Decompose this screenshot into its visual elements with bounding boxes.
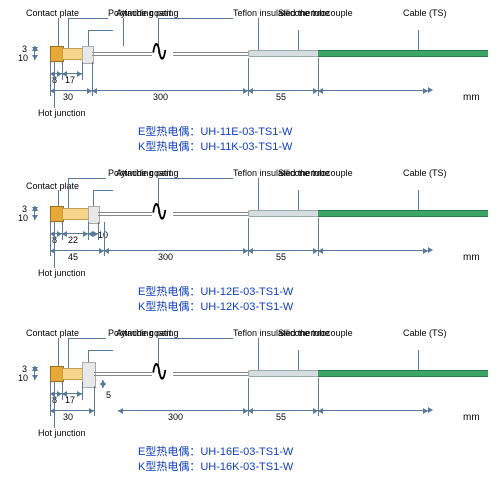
model-e: E型热电偶：UH-16E-03-TS1-W xyxy=(138,443,293,459)
label-silicone: Silicone tube xyxy=(278,8,330,18)
label-silicone: Silicone tube xyxy=(278,168,330,178)
label-silicone: Silicone tube xyxy=(278,328,330,338)
dim-55: 55 xyxy=(276,412,286,422)
polyimide-coating xyxy=(62,368,84,380)
label-hot-junction: Hot junction xyxy=(38,108,86,118)
label-hot-junction: Hot junction xyxy=(38,268,86,278)
dim-10: 10 xyxy=(18,373,28,383)
silicone-tube xyxy=(248,370,320,377)
model-k: K型热电偶：UH-11K-03-TS1-W xyxy=(138,138,292,154)
silicone-tube xyxy=(248,50,320,57)
teflon-wire xyxy=(98,212,152,213)
break-mark: ∿ xyxy=(150,353,168,389)
label-contact-plate: Contact plate xyxy=(26,8,79,18)
dim-10: 10 xyxy=(18,53,28,63)
dim-10b: 10 xyxy=(98,230,108,240)
model-e: E型热电偶：UH-11E-03-TS1-W xyxy=(138,123,292,139)
label-hot-junction: Hot junction xyxy=(38,428,86,438)
dim-10: 10 xyxy=(18,213,28,223)
label-attaching: Attaching part xyxy=(116,168,172,178)
label-contact-plate: Contact plate xyxy=(26,328,79,338)
dim-17: 17 xyxy=(65,395,75,405)
model-e: E型热电偶：UH-12E-03-TS1-W xyxy=(138,283,293,299)
break-mark: ∿ xyxy=(150,33,168,69)
dim-45: 45 xyxy=(68,252,78,262)
cable xyxy=(318,50,488,57)
polyimide-coating xyxy=(62,48,84,60)
label-attaching: Attaching part xyxy=(116,8,172,18)
label-cable: Cable (TS) xyxy=(403,328,447,338)
diagram-3: Contact plate Polyimide coating Attachin… xyxy=(8,328,492,483)
label-attaching: Attaching part xyxy=(116,328,172,338)
diagram-1: Contact plate Polyimide coating Attachin… xyxy=(8,8,492,163)
dim-55: 55 xyxy=(276,252,286,262)
dim-300: 300 xyxy=(158,252,173,262)
dim-300: 300 xyxy=(168,412,183,422)
teflon-wire xyxy=(92,52,152,53)
cable xyxy=(318,370,488,377)
model-k: K型热电偶：UH-12K-03-TS1-W xyxy=(138,298,293,314)
teflon-wire xyxy=(94,372,152,373)
label-cable: Cable (TS) xyxy=(403,168,447,178)
polyimide-coating xyxy=(62,208,90,220)
dim-30: 30 xyxy=(63,412,73,422)
unit-mm: mm xyxy=(463,92,480,103)
diagram-2: Polyimide coating Contact plate Attachin… xyxy=(8,168,492,323)
dim-55: 55 xyxy=(276,92,286,102)
unit-mm: mm xyxy=(463,252,480,263)
model-k: K型热电偶：UH-16K-03-TS1-W xyxy=(138,458,293,474)
dim-5: 5 xyxy=(106,390,111,400)
dim-22: 22 xyxy=(68,235,78,245)
label-contact-plate: Contact plate xyxy=(26,181,79,191)
silicone-tube xyxy=(248,210,320,217)
dim-30: 30 xyxy=(63,92,73,102)
dim-300: 300 xyxy=(153,92,168,102)
label-cable: Cable (TS) xyxy=(403,8,447,18)
cable xyxy=(318,210,488,217)
break-mark: ∿ xyxy=(150,193,168,229)
dim-17: 17 xyxy=(65,75,75,85)
unit-mm: mm xyxy=(463,412,480,423)
